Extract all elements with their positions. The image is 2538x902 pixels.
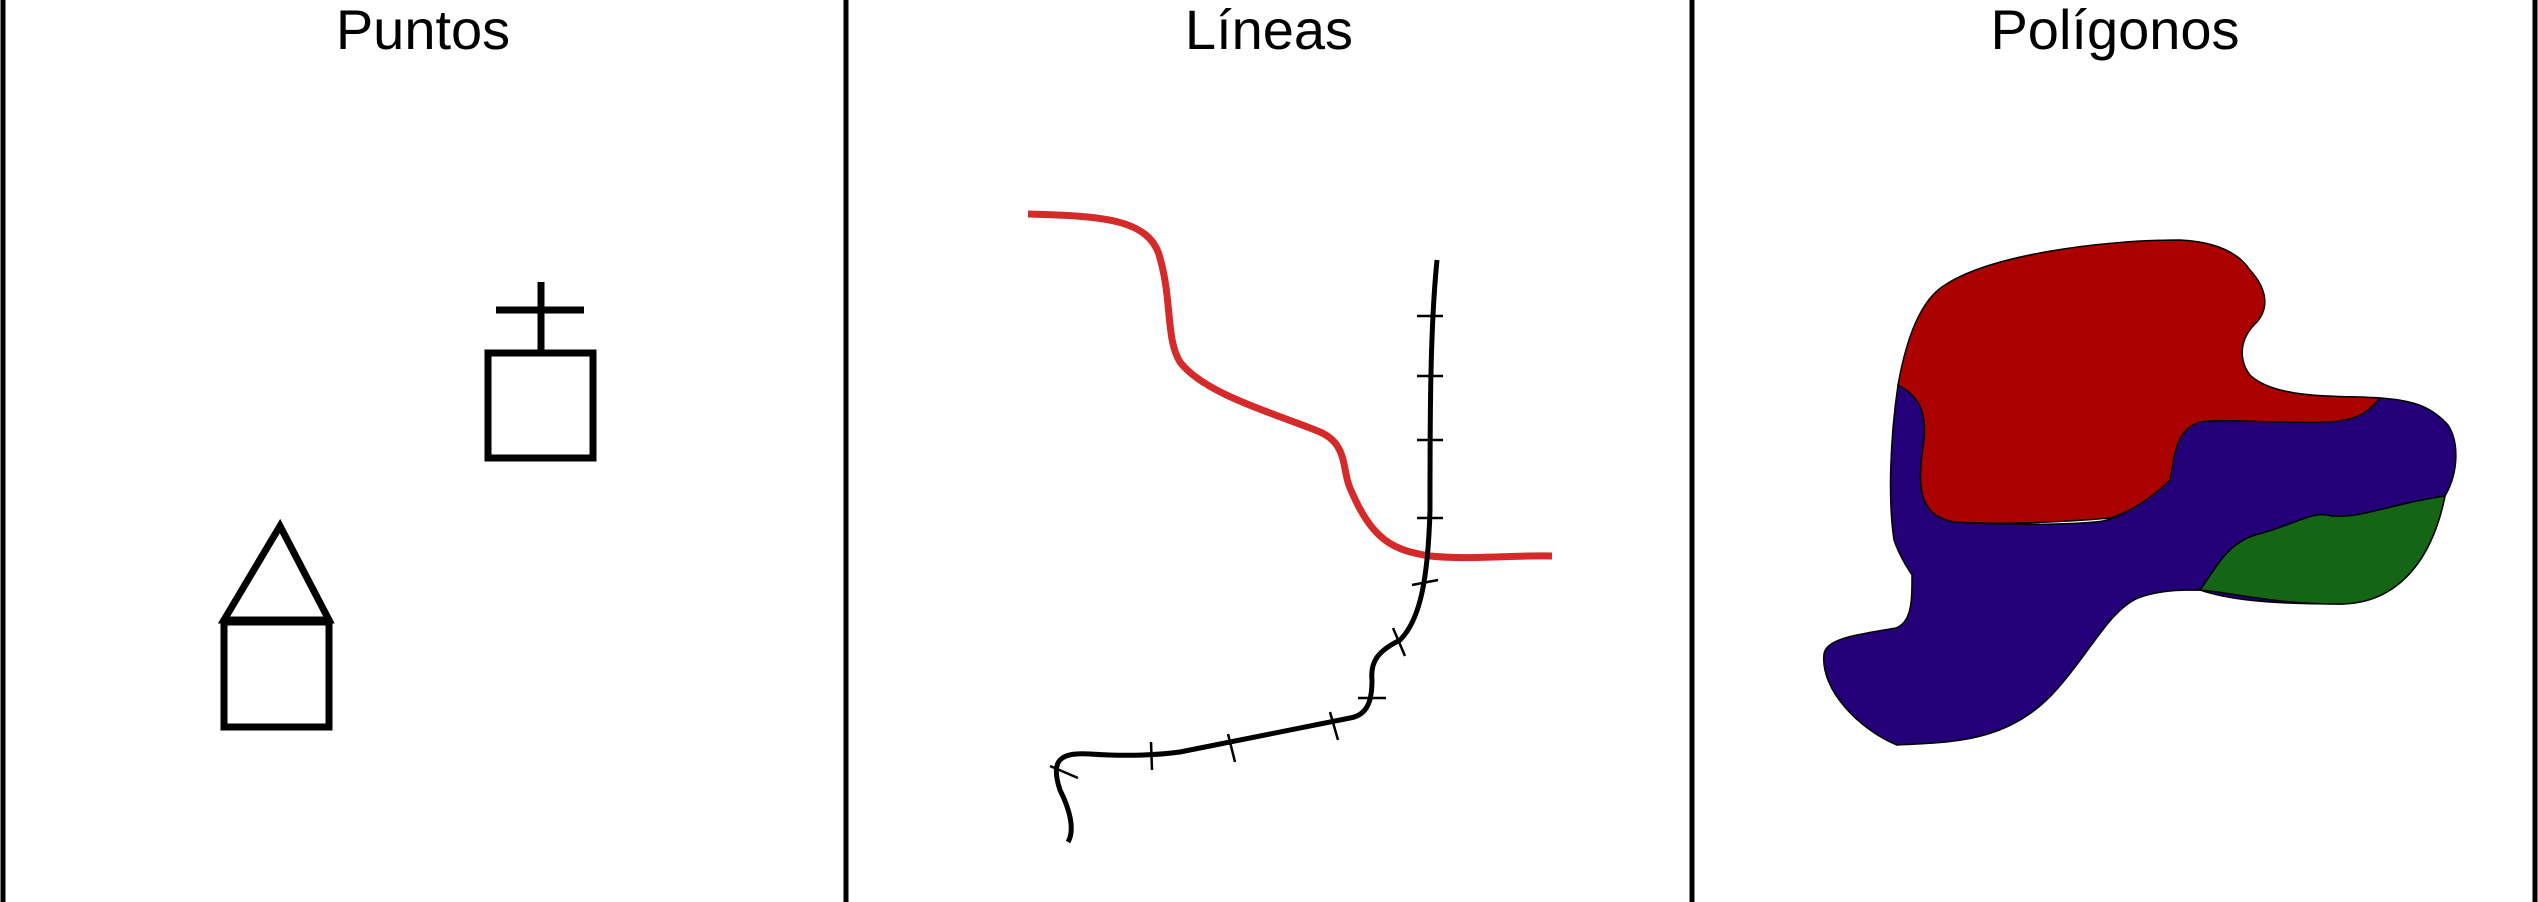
points-panel — [217, 282, 597, 731]
lines-panel-title: Líneas — [1184, 0, 1354, 61]
points-panel-title: Puntos — [335, 0, 511, 61]
railway-line — [1053, 259, 1440, 844]
lines-panel — [1027, 210, 1553, 844]
rail-tick — [1149, 741, 1154, 771]
house-roof — [217, 518, 335, 624]
polygons-panel-title: Polígonos — [1990, 0, 2240, 61]
rail-tick — [1411, 578, 1439, 587]
rail-tick — [1226, 733, 1237, 763]
rail-tick — [1328, 711, 1340, 741]
green-region — [2198, 495, 2446, 605]
river-line — [1027, 210, 1553, 562]
rail-tick — [1049, 764, 1079, 780]
red-region — [1897, 239, 2382, 524]
rail-tick — [1391, 627, 1407, 657]
house-body — [220, 618, 333, 731]
house-point-symbol — [217, 518, 335, 731]
church-body — [484, 349, 597, 462]
church-point-symbol — [484, 282, 597, 462]
polygons-panel — [1823, 239, 2457, 746]
railway-ticks — [1049, 314, 1443, 780]
